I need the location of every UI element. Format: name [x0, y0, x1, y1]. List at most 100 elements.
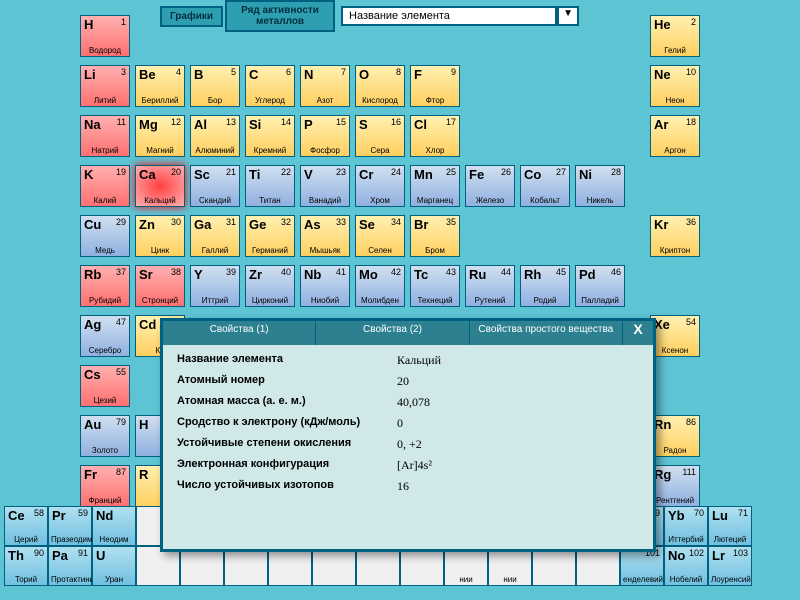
- element-Pd[interactable]: Pd46Палладий: [575, 265, 625, 307]
- element-He[interactable]: He2Гелий: [650, 15, 700, 57]
- element-Fe[interactable]: Fe26Железо: [465, 165, 515, 207]
- element-number: 34: [391, 217, 401, 227]
- element-Cu[interactable]: Cu29Медь: [80, 215, 130, 257]
- element-name: Магний: [138, 147, 182, 155]
- element-Ti[interactable]: Ti22Титан: [245, 165, 295, 207]
- element-blank[interactable]: [356, 546, 400, 586]
- element-blank[interactable]: [180, 546, 224, 586]
- element-Cs[interactable]: Cs55Цезий: [80, 365, 130, 407]
- element-Rn[interactable]: Rn86Радон: [650, 415, 700, 457]
- element-Yb[interactable]: Yb70Иттербий: [664, 506, 708, 546]
- close-button[interactable]: X: [623, 321, 653, 345]
- graphs-button[interactable]: Графики: [160, 6, 223, 27]
- element-blank[interactable]: [268, 546, 312, 586]
- element-Kr[interactable]: Kr36Криптон: [650, 215, 700, 257]
- element-Mo[interactable]: Mo42Молибден: [355, 265, 405, 307]
- element-Se[interactable]: Se34Селен: [355, 215, 405, 257]
- element-number: 103: [733, 548, 748, 558]
- property-label: Электронная конфигурация: [177, 458, 397, 473]
- element-No[interactable]: No102Нобелий: [664, 546, 708, 586]
- element-S[interactable]: S16Сера: [355, 115, 405, 157]
- tab-properties-2[interactable]: Свойства (2): [316, 321, 469, 345]
- element-name: Иттрий: [193, 297, 237, 305]
- element-blank[interactable]: нии: [444, 546, 488, 586]
- element-number: 55: [116, 367, 126, 377]
- element-Al[interactable]: Al13Алюминий: [190, 115, 240, 157]
- element-Sr[interactable]: Sr38Стронций: [135, 265, 185, 307]
- element-Ge[interactable]: Ge32Германий: [245, 215, 295, 257]
- element-symbol: P: [304, 117, 313, 132]
- element-O[interactable]: O8Кислород: [355, 65, 405, 107]
- element-Na[interactable]: Na11Натрий: [80, 115, 130, 157]
- element-Co[interactable]: Co27Кобальт: [520, 165, 570, 207]
- element-symbol: Tc: [414, 267, 428, 282]
- element-Ru[interactable]: Ru44Рутений: [465, 265, 515, 307]
- element-U[interactable]: UУран: [92, 546, 136, 586]
- element-symbol: Zn: [139, 217, 155, 232]
- element-Nd[interactable]: NdНеодим: [92, 506, 136, 546]
- element-Y[interactable]: Y39Иттрий: [190, 265, 240, 307]
- element-H[interactable]: H1Водород: [80, 15, 130, 57]
- element-Lu[interactable]: Lu71Лютеций: [708, 506, 752, 546]
- element-blank[interactable]: [400, 546, 444, 586]
- element-blank[interactable]: нии: [488, 546, 532, 586]
- element-Br[interactable]: Br35Бром: [410, 215, 460, 257]
- element-Sc[interactable]: Sc21Скандий: [190, 165, 240, 207]
- element-N[interactable]: N7Азот: [300, 65, 350, 107]
- tab-properties-1[interactable]: Свойства (1): [163, 321, 316, 345]
- element-Cl[interactable]: Cl17Хлор: [410, 115, 460, 157]
- element-Si[interactable]: Si14Кремний: [245, 115, 295, 157]
- element-Ga[interactable]: Ga31Галлий: [190, 215, 240, 257]
- property-label: Атомная масса (а. е. м.): [177, 395, 397, 410]
- element-Li[interactable]: Li3Литий: [80, 65, 130, 107]
- element-symbol: Kr: [654, 217, 668, 232]
- element-Mg[interactable]: Mg12Магний: [135, 115, 185, 157]
- element-symbol: N: [304, 67, 313, 82]
- element-Rh[interactable]: Rh45Родий: [520, 265, 570, 307]
- tab-simple-substance[interactable]: Свойства простого вещества: [470, 321, 623, 345]
- element-Ni[interactable]: Ni28Никель: [575, 165, 625, 207]
- element-Au[interactable]: Au79Золото: [80, 415, 130, 457]
- element-blank[interactable]: 101енделевий: [620, 546, 664, 586]
- element-Ne[interactable]: Ne10Неон: [650, 65, 700, 107]
- element-blank[interactable]: [532, 546, 576, 586]
- element-blank[interactable]: [224, 546, 268, 586]
- element-Pa[interactable]: Pa91Протактиний: [48, 546, 92, 586]
- element-Zr[interactable]: Zr40Цирконий: [245, 265, 295, 307]
- element-Xe[interactable]: Xe54Ксенон: [650, 315, 700, 357]
- element-blank[interactable]: [136, 546, 180, 586]
- element-Rb[interactable]: Rb37Рубидий: [80, 265, 130, 307]
- element-Tc[interactable]: Tc43Технеций: [410, 265, 460, 307]
- element-Ar[interactable]: Ar18Аргон: [650, 115, 700, 157]
- element-select[interactable]: Название элемента ▼: [341, 6, 579, 26]
- element-Lr[interactable]: Lr103Лоуренсий: [708, 546, 752, 586]
- element-Fr[interactable]: Fr87Франций: [80, 465, 130, 507]
- element-symbol: Ni: [579, 167, 592, 182]
- element-P[interactable]: P15Фосфор: [300, 115, 350, 157]
- element-Th[interactable]: Th90Торий: [4, 546, 48, 586]
- element-V[interactable]: V23Ванадий: [300, 165, 350, 207]
- element-Nb[interactable]: Nb41Ниобий: [300, 265, 350, 307]
- element-number: 38: [171, 267, 181, 277]
- element-K[interactable]: K19Калий: [80, 165, 130, 207]
- activity-series-button[interactable]: Ряд активности металлов: [225, 0, 335, 32]
- element-As[interactable]: As33Мышьяк: [300, 215, 350, 257]
- element-Mn[interactable]: Mn25Марганец: [410, 165, 460, 207]
- element-Cr[interactable]: Cr24Хром: [355, 165, 405, 207]
- element-blank[interactable]: [576, 546, 620, 586]
- element-Ca[interactable]: Ca20Кальций: [135, 165, 185, 207]
- element-F[interactable]: F9Фтор: [410, 65, 460, 107]
- element-B[interactable]: B5Бор: [190, 65, 240, 107]
- element-C[interactable]: C6Углерод: [245, 65, 295, 107]
- element-Be[interactable]: Be4Бериллий: [135, 65, 185, 107]
- property-row: Сродство к электрону (кДж/моль)0: [177, 416, 639, 431]
- element-Ag[interactable]: Ag47Серебро: [80, 315, 130, 357]
- element-Zn[interactable]: Zn30Цинк: [135, 215, 185, 257]
- select-arrow-icon[interactable]: ▼: [557, 6, 579, 26]
- element-number: 15: [336, 117, 346, 127]
- element-Ce[interactable]: Ce58Церий: [4, 506, 48, 546]
- element-Pr[interactable]: Pr59Празеодим: [48, 506, 92, 546]
- element-symbol: Cr: [359, 167, 373, 182]
- element-blank[interactable]: [312, 546, 356, 586]
- element-Rg[interactable]: Rg111Рентгений: [650, 465, 700, 507]
